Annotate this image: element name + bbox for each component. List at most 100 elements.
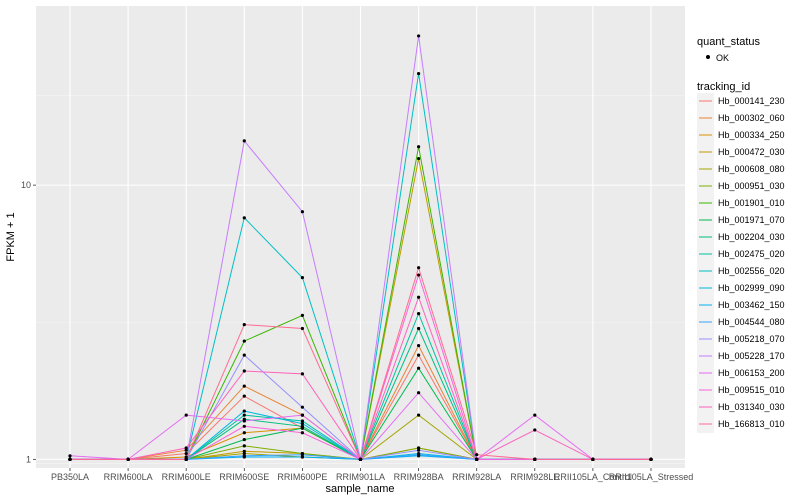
data-point (417, 413, 421, 417)
legend-quant-point (706, 55, 710, 59)
data-point (475, 453, 479, 457)
data-point (300, 405, 304, 409)
data-point (417, 145, 421, 149)
legend-label: Hb_000334_250 (718, 130, 785, 140)
data-point (417, 448, 421, 452)
data-point (242, 454, 246, 458)
data-point (417, 366, 421, 370)
y-axis-title: FPKM + 1 (5, 212, 17, 261)
data-point (242, 369, 246, 373)
data-point (242, 413, 246, 417)
legend-label: Hb_000141_230 (718, 96, 785, 106)
data-point (242, 444, 246, 448)
legend-label: Hb_002475_020 (718, 249, 785, 259)
legend-label: Hb_000608_080 (718, 164, 785, 174)
data-point (300, 424, 304, 428)
x-tick-label: RRIM600SE (219, 472, 269, 482)
legend-label: Hb_009515_010 (718, 385, 785, 395)
data-point (300, 276, 304, 280)
data-point (417, 34, 421, 38)
data-point (242, 394, 246, 398)
legend-label: Hb_006153_200 (718, 368, 785, 378)
data-point (300, 431, 304, 435)
series-points (68, 34, 653, 461)
legend-label: Hb_001971_070 (718, 215, 785, 225)
data-point (242, 323, 246, 327)
data-point (475, 457, 479, 461)
legend-label: Hb_003462_150 (718, 300, 785, 310)
x-axis-title: sample_name (325, 483, 394, 495)
data-point (591, 457, 595, 461)
x-tick-label: RRIM600LA (104, 472, 153, 482)
y-axis-ticks: 1 10 (21, 180, 36, 464)
data-point (533, 428, 537, 432)
data-point (242, 339, 246, 343)
legend-quant-label: OK (716, 53, 729, 63)
data-point (242, 438, 246, 442)
data-point (184, 446, 188, 450)
data-point (242, 419, 246, 423)
x-tick-label: RRIM901LA (336, 472, 385, 482)
data-point (300, 422, 304, 426)
legend-label: Hb_166813_010 (718, 419, 785, 429)
legend-label: Hb_000951_030 (718, 181, 785, 191)
x-tick-label: RRIM928BA (394, 472, 444, 482)
data-point (417, 343, 421, 348)
data-point (533, 457, 537, 461)
x-axis-ticks: PB350LA RRIM600LA RRIM600LE RRIM600SE RRIM60… (51, 468, 693, 482)
legend-tracking-title: tracking_id (697, 81, 750, 93)
legend-label: Hb_000302_060 (718, 113, 785, 123)
data-point (417, 156, 421, 161)
data-point (184, 413, 188, 417)
data-point (417, 391, 421, 395)
data-point (242, 451, 246, 456)
data-point (242, 139, 246, 143)
data-point (242, 353, 246, 357)
data-point (242, 384, 246, 388)
data-point (417, 453, 421, 457)
y-tick-label: 1 (26, 454, 31, 464)
legend-label: Hb_005228_170 (718, 351, 785, 361)
data-point (300, 313, 304, 317)
data-point (184, 457, 188, 461)
data-point (68, 457, 72, 461)
data-point (417, 312, 421, 316)
legend-label: Hb_001901_010 (718, 198, 785, 208)
data-point (242, 431, 246, 435)
data-point (242, 216, 246, 220)
legend-quant-status: quant_status OK (697, 36, 760, 63)
x-tick-label: RRIM600PE (277, 472, 327, 482)
data-point (417, 295, 421, 299)
data-point (184, 455, 188, 459)
data-point (358, 457, 363, 461)
grid (36, 6, 685, 468)
data-point (242, 409, 246, 413)
data-point (533, 413, 537, 417)
legend-label: Hb_002999_090 (718, 283, 785, 293)
legend-label: Hb_004544_080 (718, 317, 785, 327)
legend-label: Hb_002204_030 (718, 232, 785, 242)
legend-tracking-items: Hb_000141_230 Hb_000302_060 Hb_000334_250 H… (697, 93, 785, 433)
data-point (68, 454, 72, 458)
data-point (417, 326, 421, 331)
legend-quant-title: quant_status (697, 36, 760, 48)
data-point (300, 413, 304, 417)
legend-label: Hb_000472_030 (718, 147, 785, 157)
legend-label: Hb_002556_020 (718, 266, 785, 276)
legend-label: Hb_005218_070 (718, 334, 785, 344)
data-point (417, 273, 421, 277)
y-tick-label: 10 (21, 180, 31, 190)
data-point (300, 455, 304, 459)
data-point (417, 266, 421, 270)
data-point (300, 372, 304, 376)
data-point (300, 453, 304, 457)
data-point (242, 449, 246, 453)
data-point (126, 457, 130, 461)
data-point (300, 210, 304, 214)
data-point (300, 326, 304, 331)
data-point (649, 457, 653, 461)
data-point (184, 451, 188, 456)
data-point (242, 424, 246, 428)
x-tick-label: RRIM928LE (510, 472, 559, 482)
